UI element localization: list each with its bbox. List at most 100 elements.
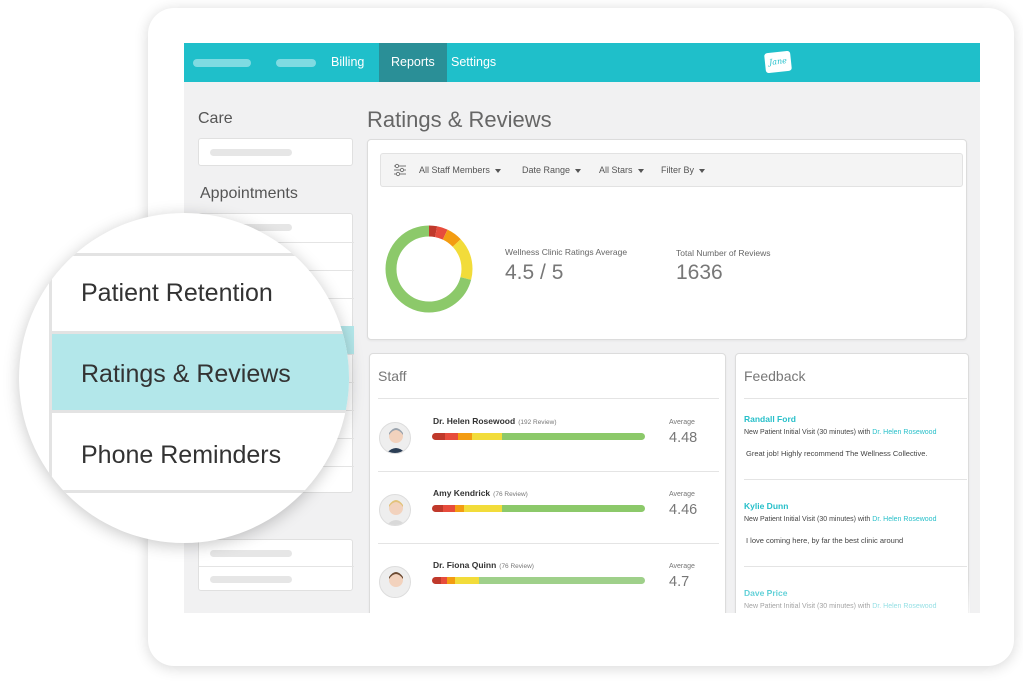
sidebar-section-appointments: Appointments	[200, 185, 298, 202]
row-divider	[378, 471, 719, 472]
staff-row[interactable]: Dr. Fiona Quinn (76 Review) Average 4.7	[370, 553, 727, 613]
menu-item-patient-retention[interactable]: Patient Retention	[81, 279, 273, 307]
filter-date-range-dropdown[interactable]: Date Range	[522, 154, 582, 187]
ratings-donut-chart	[385, 225, 473, 313]
feedback-comment: I love coming here, by far the best clin…	[746, 536, 904, 545]
placeholder-line	[210, 550, 292, 557]
staff-row[interactable]: Amy Kendrick (76 Review) Average 4.46	[370, 481, 727, 553]
staff-average-value: 4.48	[669, 430, 698, 446]
filter-staff-dropdown[interactable]: All Staff Members	[419, 154, 501, 187]
row-divider	[378, 543, 719, 544]
feedback-visit-info: New Patient Initial Visit (30 minutes) w…	[744, 429, 936, 436]
filter-bar: All Staff Members Date Range All Stars F…	[380, 153, 963, 187]
feedback-title: Feedback	[744, 368, 806, 384]
total-reviews-value: 1636	[676, 261, 723, 284]
total-reviews-label: Total Number of Reviews	[676, 248, 771, 258]
staff-name: Dr. Helen Rosewood (192 Review)	[433, 416, 556, 426]
chevron-down-icon	[637, 168, 644, 173]
magnified-sidebar: Patient Retention Ratings & Reviews Phon…	[19, 213, 349, 543]
page-title: Ratings & Reviews	[367, 107, 552, 132]
nav-link-billing[interactable]: Billing	[331, 55, 365, 69]
menu-item-ratings-reviews[interactable]: Ratings & Reviews	[81, 360, 291, 388]
rating-segment	[432, 505, 443, 512]
average-label: Average	[669, 419, 695, 426]
list-border	[49, 253, 52, 493]
app-screen: Billing Reports Settings Jane Care Appoi…	[184, 43, 980, 613]
placeholder-line	[210, 576, 292, 583]
person-avatar-icon	[386, 572, 406, 597]
doctor-link[interactable]: Dr. Helen Rosewood	[872, 429, 937, 436]
nav-placeholder-pill[interactable]	[193, 59, 251, 67]
person-avatar-icon	[386, 500, 406, 525]
section-divider	[744, 398, 967, 399]
top-navigation-bar: Billing Reports Settings Jane	[184, 43, 980, 82]
filter-label: Date Range	[522, 165, 571, 175]
staff-name-text: Dr. Helen Rosewood	[433, 416, 516, 426]
rating-segment	[502, 505, 645, 512]
staff-name: Amy Kendrick (76 Review)	[433, 488, 528, 498]
average-label: Wellness Clinic Ratings Average	[505, 247, 628, 257]
feedback-divider	[744, 479, 967, 480]
staff-review-count: (76 Review)	[493, 491, 528, 498]
sidebar-section-care: Care	[198, 110, 233, 127]
list-divider	[49, 253, 349, 256]
filter-stars-dropdown[interactable]: All Stars	[599, 154, 644, 187]
staff-avatar	[379, 494, 411, 526]
staff-rating-bar	[432, 433, 645, 440]
rating-segment	[478, 577, 645, 584]
summary-card: All Staff Members Date Range All Stars F…	[367, 139, 967, 340]
staff-rating-bar	[432, 577, 645, 584]
fade-overlay	[736, 579, 970, 613]
staff-row[interactable]: Dr. Helen Rosewood (192 Review) Average 4.4…	[370, 409, 727, 481]
feedback-author-link[interactable]: Randall Ford	[744, 414, 796, 424]
donut-segment-4-star	[385, 225, 473, 313]
nav-link-settings[interactable]: Settings	[451, 55, 497, 69]
average-value: 4.5 / 5	[505, 261, 564, 284]
chevron-down-icon	[699, 168, 706, 173]
feedback-comment: Great job! Highly recommend The Wellness…	[746, 449, 928, 458]
nav-placeholder-pill[interactable]	[276, 59, 316, 67]
nav-link-reports[interactable]: Reports	[379, 43, 447, 82]
feedback-author-link[interactable]: Kylie Dunn	[744, 501, 789, 511]
list-divider	[199, 566, 354, 567]
list-divider	[49, 331, 349, 334]
filter-label: All Stars	[599, 165, 633, 175]
staff-average-value: 4.46	[669, 502, 698, 518]
person-avatar-icon	[386, 428, 406, 453]
logo-text: Jane	[768, 56, 788, 67]
staff-average-value: 4.7	[669, 574, 690, 590]
visit-type-text: New Patient Initial Visit (30 minutes) w…	[744, 429, 873, 436]
feedback-divider	[744, 566, 967, 567]
rating-segment	[444, 433, 458, 440]
section-divider	[378, 398, 719, 399]
rating-segment	[502, 433, 645, 440]
filter-label: Filter By	[661, 165, 695, 175]
feedback-visit-info: New Patient Initial Visit (30 minutes) w…	[744, 516, 936, 523]
filter-by-dropdown[interactable]: Filter By	[661, 154, 706, 187]
placeholder-line	[210, 149, 292, 156]
rating-segment	[472, 433, 503, 440]
rating-segment	[457, 433, 473, 440]
filter-settings-icon[interactable]	[393, 163, 407, 177]
visit-type-text: New Patient Initial Visit (30 minutes) w…	[744, 516, 873, 523]
staff-title: Staff	[378, 368, 407, 384]
staff-rating-bar	[432, 505, 645, 512]
rating-segment	[455, 505, 464, 512]
average-label: Average	[669, 491, 695, 498]
staff-avatar	[379, 566, 411, 598]
rating-segment	[432, 577, 441, 584]
doctor-link[interactable]: Dr. Helen Rosewood	[872, 516, 937, 523]
rating-segment	[442, 505, 456, 512]
rating-segment	[440, 577, 447, 584]
staff-card: Staff Dr. Helen Rosewood (192 Review) Aver…	[369, 353, 726, 613]
rating-segment	[455, 577, 479, 584]
staff-name-text: Dr. Fiona Quinn	[433, 560, 497, 570]
donut-segment-5-star	[385, 225, 473, 313]
menu-item-phone-reminders[interactable]: Phone Reminders	[81, 441, 282, 469]
staff-name-text: Amy Kendrick	[433, 488, 491, 498]
magnifier-lens: Patient Retention Ratings & Reviews Phon…	[19, 213, 349, 543]
sidebar-care-box[interactable]	[198, 138, 353, 166]
rating-segment	[432, 433, 445, 440]
sidebar-bottom-box	[198, 539, 354, 591]
menu-item-active-highlight	[49, 334, 349, 410]
